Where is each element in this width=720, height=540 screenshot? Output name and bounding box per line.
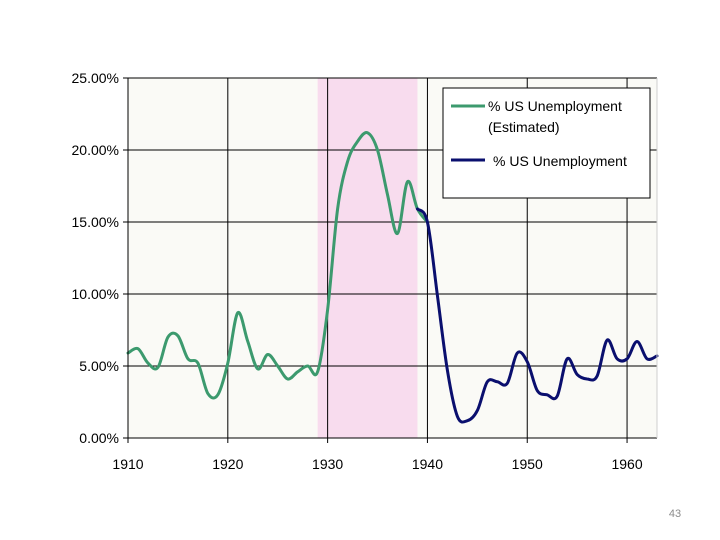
y-axis-tick-labels: 0.00% 5.00% 10.00% 15.00% 20.00% 25.00% [72,70,119,446]
y-tick-label: 10.00% [72,286,119,302]
y-tick-label: 25.00% [72,70,119,86]
x-tick-label: 1950 [512,456,543,472]
axes [123,77,658,443]
series-line-unemployment [416,207,659,424]
series-layer [126,130,659,424]
x-tick-label: 1960 [611,456,642,472]
legend: % US Unemployment (Estimated) % US Unemp… [442,87,651,199]
y-tick-label: 20.00% [72,142,119,158]
x-axis-tick-labels: 1910 1920 1930 1940 1950 1960 [112,456,642,472]
y-tick-label: 0.00% [79,430,119,446]
x-tick-label: 1930 [312,456,343,472]
y-tick-label: 15.00% [72,214,119,230]
x-tick-label: 1940 [412,456,443,472]
great-depression-shaded-region [317,78,418,438]
legend-label-estimated-line1: % US Unemployment [488,98,622,114]
page-number: 43 [668,508,682,520]
legend-label-actual: % US Unemployment [493,153,627,169]
x-tick-label: 1920 [212,456,243,472]
series-line-unemployment-estimated [126,130,429,400]
legend-label-estimated-line2: (Estimated) [488,119,560,135]
legend-box [442,87,651,199]
y-tick-label: 5.00% [79,358,119,374]
x-tick-label: 1910 [112,456,143,472]
